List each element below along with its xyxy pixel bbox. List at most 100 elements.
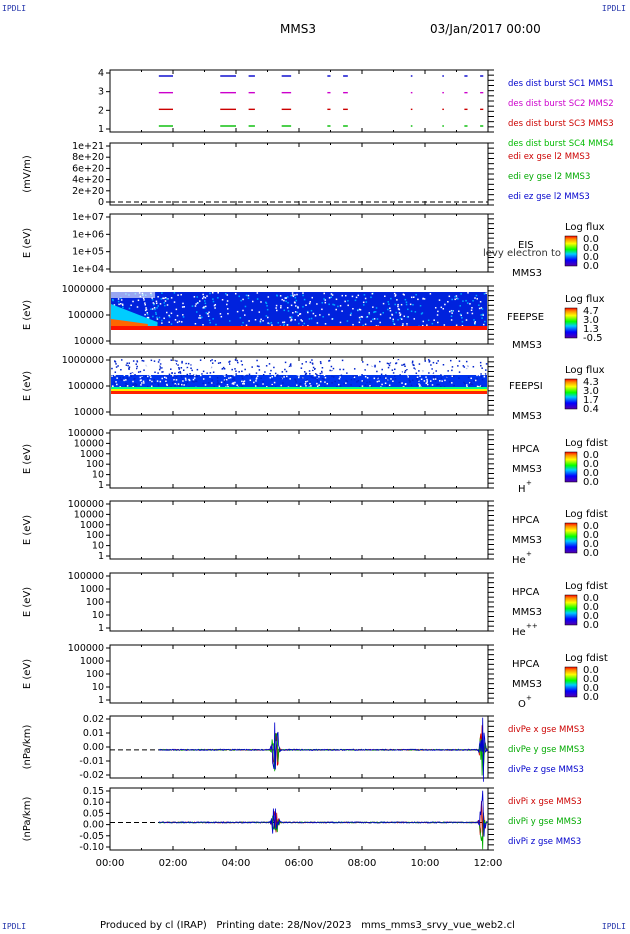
spectrogram-pixel [394, 294, 397, 296]
spectrogram-pixel [460, 314, 462, 317]
spectrogram-pixel [429, 366, 431, 368]
spectrogram-pixel [190, 364, 192, 366]
spectrogram-pixel [209, 321, 211, 324]
spectrogram-pixel [413, 318, 416, 320]
colorbar-tick-label: 1.7 [583, 395, 599, 406]
spectrogram-pixel [472, 369, 475, 371]
spectrogram-pixel [174, 384, 177, 386]
spectrogram-pixel [151, 385, 153, 388]
spectrogram-pixel [378, 380, 380, 382]
spectrogram-pixel [183, 374, 185, 377]
spectrogram-pixel [299, 312, 302, 315]
spectrogram-pixel [280, 305, 282, 307]
spectrogram-pixel [194, 305, 197, 307]
spectrogram-pixel [238, 367, 241, 369]
corner-label-bottom-left: IPDLI [2, 922, 27, 931]
y-tick-label: 2e+20 [72, 186, 104, 197]
spectrogram-pixel [185, 376, 187, 379]
spectrogram-pixel [286, 296, 289, 298]
spectrogram-pixel [431, 369, 433, 372]
spectrogram-pixel [391, 372, 393, 374]
spectrogram-pixel [388, 364, 391, 367]
spectrogram-pixel [283, 309, 286, 312]
spectrogram-pixel [185, 367, 187, 370]
spectrogram-pixel [372, 306, 374, 308]
spectrogram-pixel [336, 370, 339, 373]
spectrogram-pixel [256, 365, 259, 367]
data-series-line [158, 725, 489, 766]
spectrogram-pixel [290, 319, 292, 322]
spectrogram-pixel [436, 384, 438, 386]
spectrogram-pixel [197, 361, 200, 363]
spectrogram-pixel [210, 360, 212, 362]
spectrogram-pixel [390, 363, 392, 365]
spectrogram-pixel [403, 315, 406, 318]
spectrogram-pixel [189, 373, 191, 375]
spectrogram-pixel [426, 383, 429, 386]
spectrogram-pixel [406, 323, 408, 325]
spectrogram-pixel [407, 376, 410, 378]
spectrogram-pixel [174, 372, 176, 375]
spectrogram-pixel [357, 380, 360, 382]
spectrogram-pixel [420, 378, 423, 381]
spectrogram-pixel [208, 382, 210, 384]
spectrogram-pixel [405, 303, 408, 306]
spectrogram-pixel [276, 294, 278, 297]
spectrogram-pixel [444, 303, 446, 306]
y-tick-label: 100000 [68, 499, 104, 510]
spectrogram-pixel [328, 303, 330, 306]
spectrogram-pixel [379, 360, 381, 363]
y-tick-label: 10 [92, 541, 104, 552]
spectrogram-pixel [364, 375, 367, 378]
y-tick-label: 1e+21 [72, 141, 104, 152]
spectrogram-pixel [144, 313, 146, 316]
spectrogram-pixel [413, 369, 416, 371]
spectrogram-pixel [329, 369, 331, 372]
spectrogram-pixel [226, 384, 229, 386]
spectrogram-pixel [436, 377, 439, 380]
spectrogram [111, 359, 488, 394]
spectrogram-pixel [232, 373, 234, 376]
spectrogram-pixel [151, 362, 153, 364]
spectrogram-pixel [212, 298, 214, 300]
spectrogram-pixel [346, 360, 349, 362]
spectrogram-pixel [180, 293, 182, 296]
spectrogram-pixel [419, 375, 421, 377]
y-axis-label: E (eV) [22, 515, 33, 545]
spectrogram-pixel [297, 376, 300, 379]
spectrogram-pixel [338, 383, 340, 386]
spectrogram-pixel [422, 368, 425, 370]
spectrogram-pixel [373, 318, 376, 320]
spectrogram-pixel [465, 370, 467, 372]
spectrogram-pixel [294, 301, 296, 304]
spectrogram-pixel [319, 314, 321, 316]
spectrogram-pixel [219, 359, 221, 361]
spectrogram-pixel [259, 321, 262, 324]
spectrogram-pixel [444, 372, 447, 374]
spectrogram-pixel [475, 371, 478, 373]
spectrogram-pixel [158, 359, 161, 361]
y-tick-label: 100000 [68, 381, 104, 392]
spectrogram-pixel [314, 374, 317, 377]
side-label: MMS3 [512, 411, 542, 422]
spectrogram-pixel [305, 370, 308, 373]
spectrogram-pixel [440, 306, 443, 309]
spectrogram-pixel [421, 312, 424, 314]
spectrogram-pixel [458, 310, 460, 312]
spectrogram-pixel [141, 359, 144, 362]
spectrogram-pixel [473, 319, 475, 321]
spectrogram-pixel [360, 315, 363, 318]
spectrogram-pixel [441, 380, 443, 382]
spectrogram-pixel [386, 384, 388, 387]
spectrogram-pixel [237, 361, 239, 364]
spectrogram-pixel [277, 322, 280, 324]
spectrogram-pixel [331, 370, 333, 373]
spectrogram-pixel [285, 377, 288, 379]
spectrogram-pixel [231, 368, 233, 371]
spectrogram-pixel [256, 359, 258, 362]
spectrogram-pixel [429, 380, 432, 382]
spectrogram-pixel [326, 361, 329, 363]
spectrogram-pixel [212, 382, 215, 384]
spectrogram-pixel [454, 295, 456, 298]
spectrogram-pixel [196, 302, 199, 304]
